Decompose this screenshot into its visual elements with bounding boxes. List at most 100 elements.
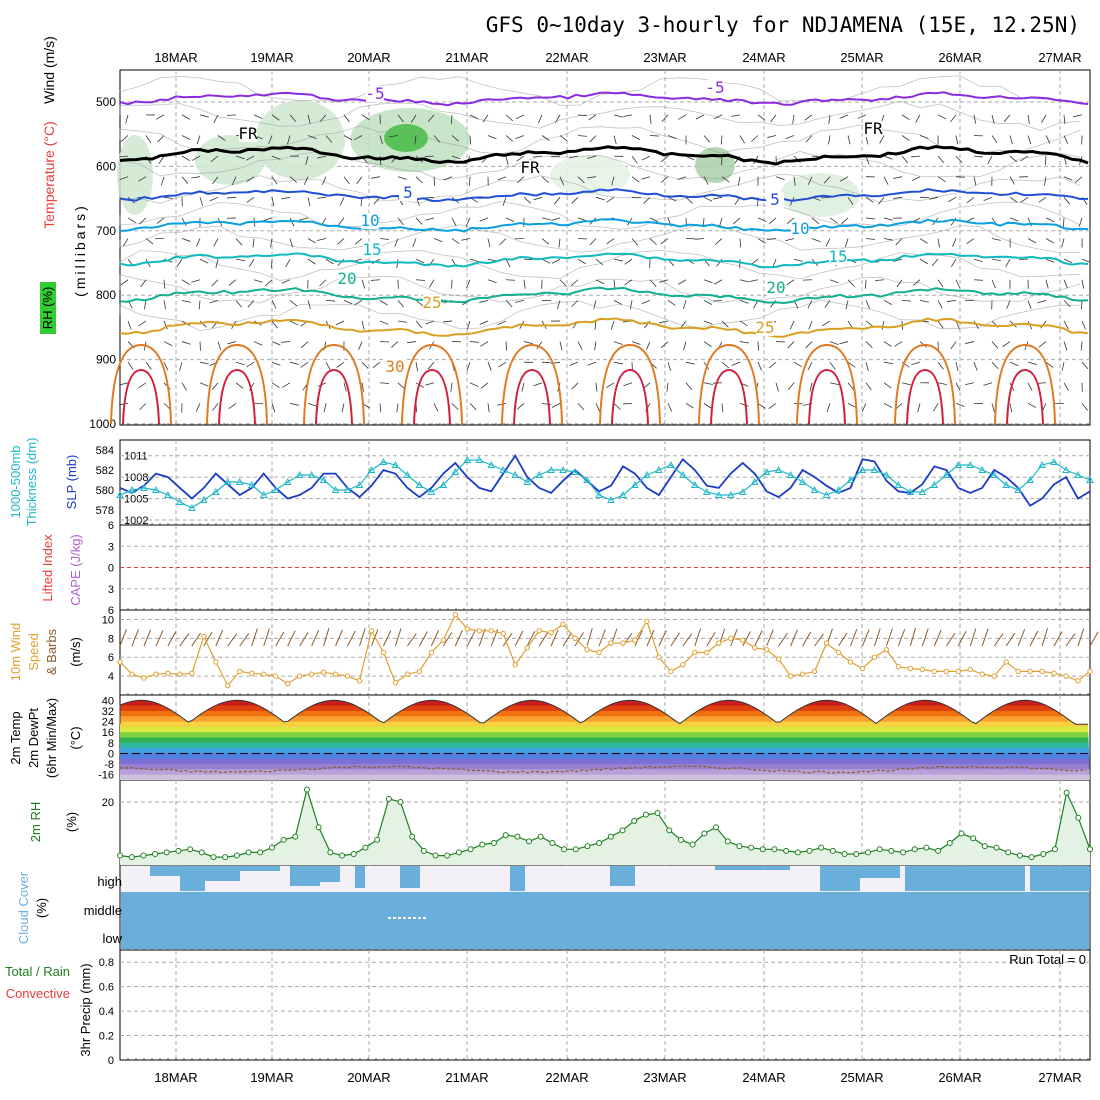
rh-point (549, 839, 556, 846)
rh-point (666, 827, 673, 834)
wind-barb (828, 114, 831, 124)
wind-barb (937, 320, 944, 329)
wind-barb (289, 300, 298, 307)
wind-barb (354, 300, 363, 306)
wind-barb (138, 382, 147, 389)
wind-barb (271, 341, 281, 346)
wind-barb (847, 403, 857, 408)
contour-label-bg (363, 242, 381, 258)
p1-millibars-label: (millibars) (72, 203, 88, 297)
temp-band (120, 748, 1090, 754)
wind-barb (770, 114, 777, 123)
wind-barb (937, 382, 947, 385)
temp-line (119, 699, 1088, 725)
thickness-point (906, 487, 915, 495)
wind-barb (901, 155, 909, 164)
wind-barb (282, 382, 291, 388)
wind-barb (119, 176, 129, 181)
wind-speed-point (919, 666, 926, 673)
wind-barb (317, 155, 327, 159)
wind-speed-point (847, 659, 854, 665)
wind-speed-point (177, 671, 183, 677)
freezing-level-line (119, 144, 1089, 166)
panel-frame (119, 949, 1091, 1061)
wind-barb (536, 341, 543, 350)
thickness-point (738, 487, 747, 495)
wind-barb (289, 238, 294, 248)
wind-barb (487, 279, 497, 283)
thickness-point (116, 490, 124, 498)
contour-label: 10 (360, 211, 379, 230)
wind-barb (215, 259, 219, 268)
wind-barb (181, 114, 190, 120)
wind-barb (641, 176, 651, 180)
wind-barb (199, 258, 209, 264)
p4-label-c: & Barbs (44, 628, 59, 675)
wind-barb (577, 403, 585, 411)
wind-barb (247, 300, 255, 308)
wind-barb-10m (299, 632, 309, 647)
wind-barb (307, 258, 316, 265)
wind-speed-point (476, 628, 482, 634)
wind-barb (1073, 114, 1083, 118)
wind-barb (955, 320, 960, 330)
p8-run-total: Run Total = 0 (1009, 952, 1086, 967)
wind-barb (955, 382, 961, 391)
thickness-point (619, 490, 627, 498)
p8-tick: 0.8 (99, 957, 114, 969)
wind-barb (937, 238, 940, 248)
wind-barb-10m (359, 628, 366, 647)
wind-barb (300, 361, 309, 368)
p3-tick: 0 (108, 563, 114, 575)
wind-barb (751, 135, 759, 142)
wind-barb (804, 114, 813, 121)
wind-barb (515, 299, 525, 303)
wind-speed-point (656, 654, 662, 660)
temp-contour-30 (206, 343, 268, 425)
thickness-point (702, 487, 711, 495)
wind-speed-line (119, 613, 1091, 687)
wind-barb-10m (239, 633, 250, 647)
rh-area (120, 789, 1090, 865)
wind-barb (145, 361, 152, 370)
wind-barb (883, 403, 893, 408)
wind-barb (631, 155, 638, 164)
rh-point (163, 849, 170, 856)
upper-air-panel: 500 600 700 800 900 1000 -5 -5 5 5 10 10 15 15 20 20 25 2… (89, 75, 1091, 431)
cloud-high-bar (355, 866, 365, 888)
p8-label-a: Total / Rain (5, 964, 70, 979)
thickness-point (942, 470, 951, 478)
wind-barb (1081, 403, 1088, 411)
wind-barb (1027, 382, 1033, 391)
temp-contour-30 (796, 343, 858, 425)
wind-barb (480, 341, 489, 347)
cloud-mid-low (121, 892, 1089, 949)
rh-point (864, 849, 871, 856)
p7-middle-label: middle (84, 903, 122, 918)
wind-barb (1063, 382, 1069, 391)
wind-barb (894, 341, 903, 347)
wind-barb (883, 176, 889, 185)
temp-contour-30 (994, 343, 1056, 425)
p5-tick: 16 (102, 727, 114, 739)
wind-speed-point (153, 671, 159, 677)
temp-contour-35 (906, 368, 944, 425)
wind-barb (757, 403, 766, 409)
top-date-label: 21MAR (445, 50, 488, 65)
thickness-point (667, 460, 675, 468)
wind-barb (379, 300, 388, 306)
wind-barb (1062, 217, 1065, 227)
wind-barb (714, 279, 723, 285)
wind-barb (622, 402, 633, 405)
wind-barb (119, 155, 129, 158)
wind-barb (785, 238, 795, 242)
thickness-point (846, 475, 855, 483)
wind-barb (157, 135, 165, 143)
wind-barb (343, 114, 350, 123)
wind-barb (271, 300, 277, 309)
wind-barb (397, 176, 407, 180)
wind-speed-point (452, 612, 459, 618)
wind-barb (937, 114, 947, 120)
wind-barb (991, 238, 1001, 241)
thickness-point (523, 477, 532, 485)
